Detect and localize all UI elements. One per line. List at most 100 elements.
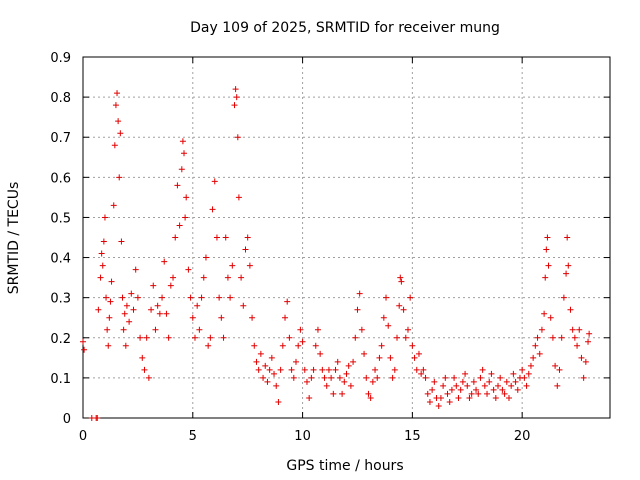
data-point <box>420 366 427 373</box>
data-point <box>260 374 267 381</box>
data-point <box>549 334 556 341</box>
data-point <box>268 354 275 361</box>
data-point <box>451 374 458 381</box>
data-point <box>499 386 506 393</box>
data-point <box>341 378 348 385</box>
data-point <box>569 326 576 333</box>
data-point <box>266 366 273 373</box>
y-tick-label: 0.1 <box>50 372 71 387</box>
data-point <box>235 194 242 201</box>
data-point <box>148 306 155 313</box>
data-point <box>578 354 585 361</box>
data-point <box>586 330 593 337</box>
data-point <box>255 366 262 373</box>
data-point <box>325 366 332 373</box>
data-point <box>558 334 565 341</box>
data-point <box>288 366 295 373</box>
data-point <box>238 274 245 281</box>
data-point <box>552 362 559 369</box>
data-point <box>231 102 238 109</box>
data-point <box>262 362 269 369</box>
data-point <box>564 234 571 241</box>
x-tick-label: 20 <box>514 429 531 444</box>
data-point <box>81 346 88 353</box>
data-point <box>389 374 396 381</box>
data-point <box>334 358 341 365</box>
data-point <box>367 394 374 401</box>
data-point <box>534 334 541 341</box>
y-tick-label: 0.7 <box>50 131 71 146</box>
data-point <box>396 302 403 309</box>
data-point <box>103 294 110 301</box>
data-point <box>505 394 512 401</box>
data-point <box>398 278 405 285</box>
data-point <box>464 382 471 389</box>
data-point <box>455 394 462 401</box>
y-tick-label: 0.3 <box>50 292 71 307</box>
data-point <box>107 298 114 305</box>
data-point <box>490 386 497 393</box>
data-point <box>424 390 431 397</box>
data-point <box>196 326 203 333</box>
data-point <box>170 274 177 281</box>
data-point <box>345 362 352 369</box>
data-point <box>404 326 411 333</box>
data-point <box>172 234 179 241</box>
data-point <box>547 314 554 321</box>
data-point <box>376 354 383 361</box>
data-point <box>543 246 550 253</box>
data-point <box>232 86 239 93</box>
data-point <box>264 378 271 385</box>
data-point <box>246 262 253 269</box>
data-point <box>411 354 418 361</box>
data-point <box>118 238 125 245</box>
data-point <box>108 278 115 285</box>
data-point <box>538 326 545 333</box>
data-point <box>442 374 449 381</box>
y-tick-label: 0.4 <box>50 252 71 267</box>
data-point <box>481 382 488 389</box>
data-point <box>101 214 108 221</box>
data-point <box>132 266 139 273</box>
data-point <box>536 350 543 357</box>
data-point <box>290 374 297 381</box>
data-point <box>409 342 416 349</box>
data-point <box>415 350 422 357</box>
data-point <box>468 390 475 397</box>
data-point <box>402 334 409 341</box>
data-point <box>448 386 455 393</box>
data-point <box>295 342 302 349</box>
data-point <box>565 262 572 269</box>
data-point <box>542 274 549 281</box>
data-point <box>378 342 385 349</box>
data-point <box>475 390 482 397</box>
data-point <box>554 382 561 389</box>
data-point <box>466 394 473 401</box>
data-point <box>139 354 146 361</box>
data-point <box>279 342 286 349</box>
data-point <box>117 130 124 137</box>
data-point <box>453 382 460 389</box>
data-point <box>521 374 528 381</box>
data-point <box>115 118 122 125</box>
data-point <box>567 306 574 313</box>
data-point <box>271 370 278 377</box>
data-point <box>301 366 308 373</box>
data-point <box>143 334 150 341</box>
data-point <box>330 390 337 397</box>
data-point <box>361 350 368 357</box>
data-point <box>462 370 469 377</box>
y-tick-label: 0 <box>63 412 71 427</box>
data-point <box>473 386 480 393</box>
data-point <box>321 374 328 381</box>
data-point <box>514 386 521 393</box>
data-point <box>369 378 376 385</box>
data-point <box>492 394 499 401</box>
data-point <box>580 374 587 381</box>
data-point <box>582 358 589 365</box>
data-point <box>571 334 578 341</box>
data-point <box>585 338 592 345</box>
data-point <box>181 150 188 157</box>
data-point <box>470 378 477 385</box>
